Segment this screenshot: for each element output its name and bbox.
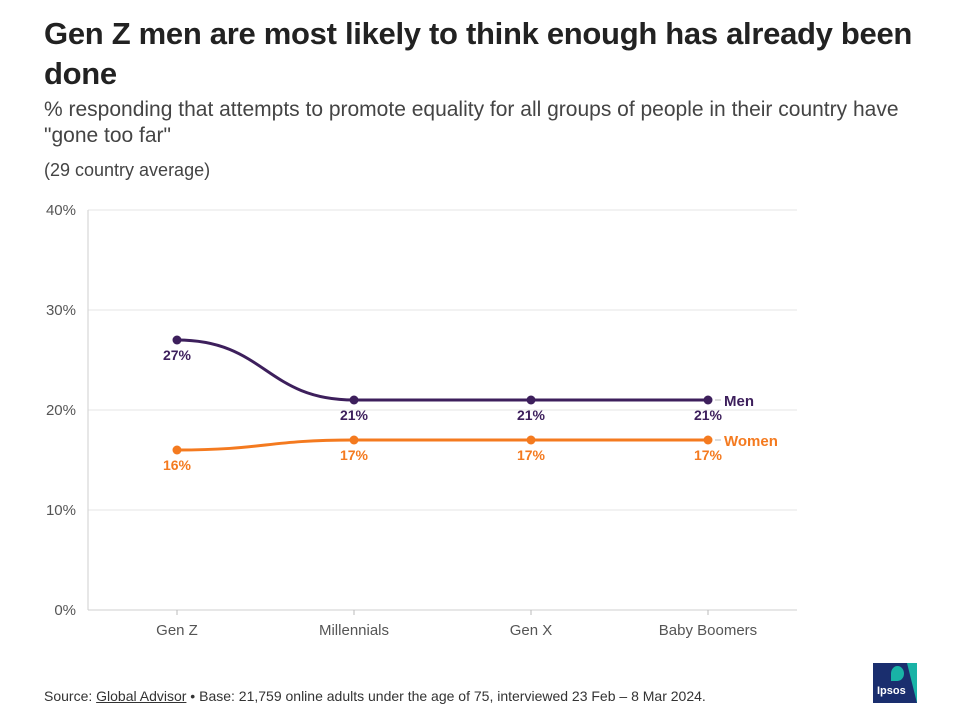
data-label: 27% [163,347,192,363]
data-point [526,435,536,445]
chart-note: (29 country average) [44,160,211,180]
data-label: 16% [163,457,192,473]
data-point [349,435,359,445]
chart-title: Gen Z men are most likely to think enoug… [44,16,913,91]
logo-wedge [907,663,917,703]
data-label: 17% [694,447,723,463]
chart-subtitle: % responding that attempts to promote eq… [44,98,899,147]
x-tick-label: Gen Z [156,622,198,639]
source-footer: Source: Global Advisor • Base: 21,759 on… [44,688,706,704]
x-tick-label: Millennials [319,622,389,639]
data-point [349,395,359,405]
y-tick-label: 0% [54,602,76,619]
source-prefix: Source: [44,688,97,704]
line-chart: 0% 10% 20% 30% 40% Gen Z Millennials Gen X Baby … [46,202,797,639]
source-link[interactable]: Global Advisor [96,688,187,704]
data-label: 21% [517,407,546,423]
logo-text: Ipsos [877,685,906,697]
data-point [172,445,182,455]
data-label: 21% [694,407,723,423]
base-text: • Base: 21,759 online adults under the a… [186,688,706,704]
data-label: 17% [340,447,369,463]
series-label-men: Men [724,393,754,410]
y-tick-label: 40% [46,202,76,219]
x-tick-label: Baby Boomers [659,622,757,639]
data-point [526,395,536,405]
series-line-men [176,338,708,402]
data-point [172,335,182,345]
series-label-women: Women [724,433,778,450]
x-tick-label: Gen X [510,622,553,639]
data-point [703,435,713,445]
y-tick-label: 10% [46,502,76,519]
y-tick-label: 30% [46,302,76,319]
data-label: 21% [340,407,369,423]
series-line-women [176,438,708,452]
ipsos-logo: Ipsos [873,663,917,703]
logo-drop-icon [891,666,904,681]
data-point [703,395,713,405]
data-label: 17% [517,447,546,463]
y-tick-label: 20% [46,402,76,419]
